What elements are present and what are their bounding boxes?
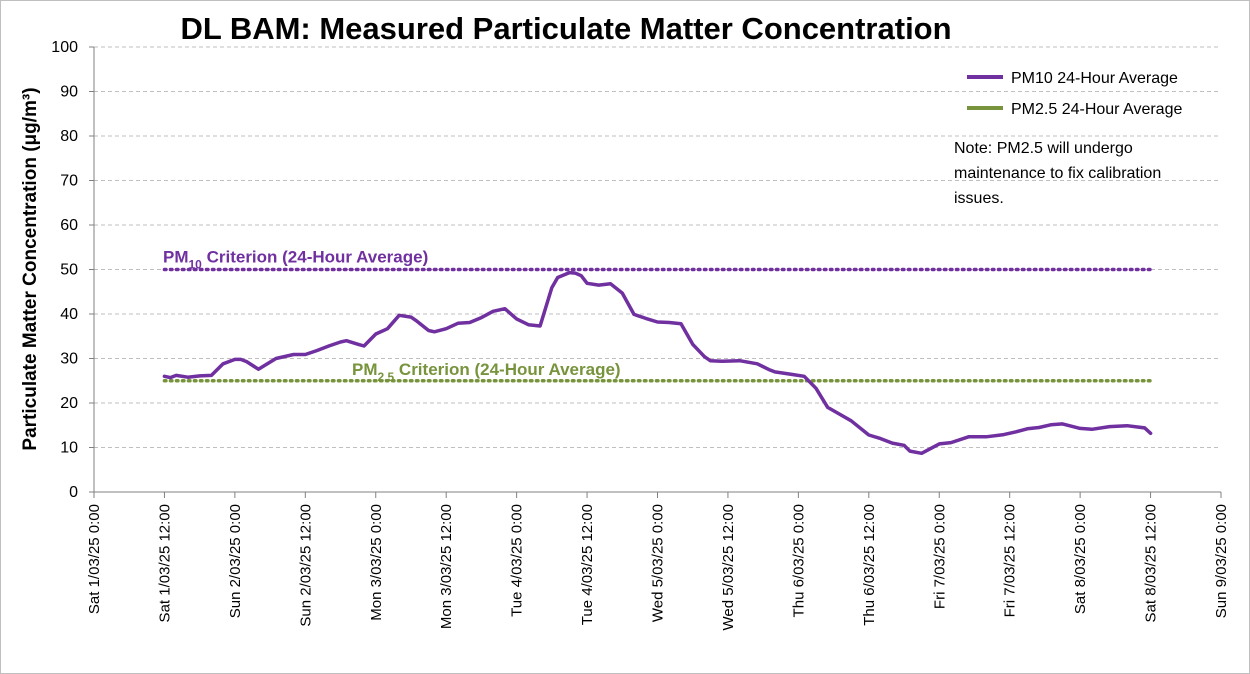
x-tick-label: Thu 6/03/25 12:00	[861, 504, 878, 626]
chart-title: DL BAM: Measured Particulate Matter Conc…	[180, 11, 951, 46]
x-tick-label: Sat 8/03/25 0:00	[1072, 504, 1089, 614]
data-series	[162, 270, 1153, 456]
x-tick-label: Fri 7/03/25 0:00	[931, 504, 948, 609]
x-tick-label: Wed 5/03/25 0:00	[650, 504, 667, 622]
y-tick-label: 90	[60, 84, 78, 101]
x-tick-label: Tue 4/03/25 0:00	[509, 504, 526, 617]
y-tick-label: 10	[60, 440, 78, 457]
y-tick-label: 30	[60, 351, 78, 368]
legend-label: PM10 24-Hour Average	[1011, 70, 1178, 87]
y-tick-label: 60	[60, 217, 78, 234]
x-tick-label: Mon 3/03/25 0:00	[368, 504, 385, 621]
note-line: Note: PM2.5 will undergo	[954, 140, 1133, 157]
x-tick-label: Sat 1/03/25 12:00	[156, 504, 173, 622]
y-tick-label: 40	[60, 306, 78, 323]
pm10-series-line	[162, 270, 1153, 456]
x-tick-label: Fri 7/03/25 12:00	[1002, 504, 1019, 617]
y-tick-label: 100	[51, 39, 78, 56]
x-tick-label: Tue 4/03/25 12:00	[579, 504, 596, 625]
legend-label: PM2.5 24-Hour Average	[1011, 101, 1182, 118]
x-tick-label: Mon 3/03/25 12:00	[438, 504, 455, 629]
note-annotation: Note: PM2.5 will undergo maintenance to f…	[954, 140, 1161, 207]
y-tick-label: 20	[60, 395, 78, 412]
criterion-lines: PM10 Criterion (24-Hour Average) PM2.5 Cr…	[162, 248, 1153, 384]
y-axis-title: Particulate Matter Concentration (μg/m³)	[20, 87, 41, 450]
x-tick-label: Sun 2/03/25 0:00	[227, 504, 244, 618]
y-tick-label: 80	[60, 128, 78, 145]
y-tick-label: 50	[60, 262, 78, 279]
x-tick-label: Wed 5/03/25 12:00	[720, 504, 737, 631]
x-tick-label: Sun 2/03/25 12:00	[297, 504, 314, 627]
note-line: issues.	[954, 190, 1004, 207]
x-tick-label: Sun 9/03/25 0:00	[1213, 504, 1230, 618]
y-tick-label: 70	[60, 173, 78, 190]
x-tick-label: Sat 8/03/25 12:00	[1143, 504, 1160, 622]
y-tick-label: 0	[69, 484, 78, 501]
x-tick-label: Sat 1/03/25 0:00	[86, 504, 103, 614]
x-tick-label: Thu 6/03/25 0:00	[790, 504, 807, 617]
axes: 0 10 20 30 40 50 60 70 80 90 100 Sat 1/03/25 0:00 Sa…	[51, 39, 1230, 631]
legend: PM10 24-Hour Average PM2.5 24-Hour Averag…	[967, 70, 1182, 118]
criterion-label: PM2.5 Criterion (24-Hour Average)	[352, 360, 621, 384]
note-line: maintenance to fix calibration	[954, 165, 1161, 182]
criterion-label: PM10 Criterion (24-Hour Average)	[163, 248, 428, 272]
